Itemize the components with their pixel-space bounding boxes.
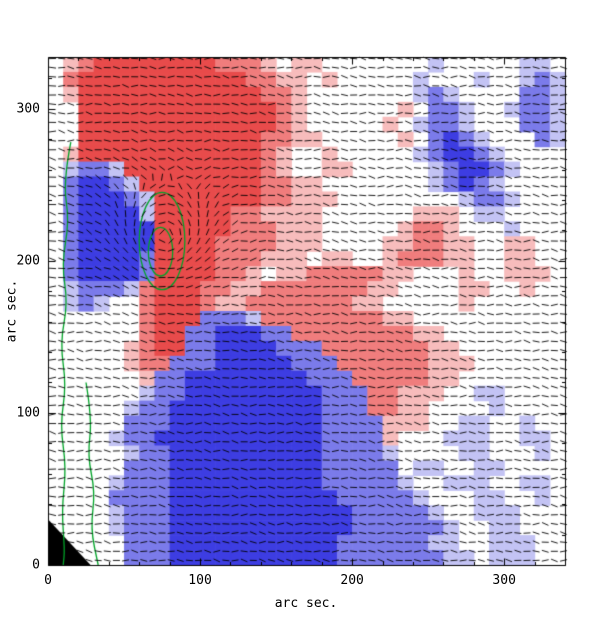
y-axis-label: arc sec. [4,279,20,343]
y-tick-label: 200 [16,253,40,269]
x-axis-label: arc sec. [274,596,338,611]
y-tick-label: 0 [32,557,40,573]
y-tick-label: 100 [16,405,40,421]
x-tick-label: 200 [340,573,364,588]
x-tick-label: 0 [44,573,52,588]
x-tick-label: 300 [492,573,516,588]
y-tick-label: 300 [16,101,40,117]
x-tick-label: 100 [188,573,212,588]
